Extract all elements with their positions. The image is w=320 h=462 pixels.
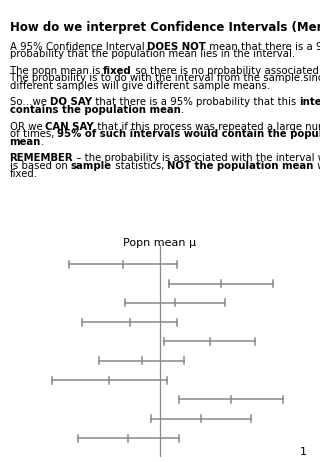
Text: mean that there is a 95 %: mean that there is a 95 % <box>206 42 320 52</box>
Text: interval: interval <box>299 97 320 108</box>
Text: is based on: is based on <box>10 161 71 171</box>
Text: fixed: fixed <box>103 66 132 76</box>
Text: mean: mean <box>10 137 41 147</box>
Text: probability that the population mean lies in the interval.: probability that the population mean lie… <box>10 49 295 60</box>
Text: Popn mean μ: Popn mean μ <box>124 238 196 248</box>
Text: CAN SAY: CAN SAY <box>45 122 94 132</box>
Text: How do we interpret Confidence Intervals (Merit)?: How do we interpret Confidence Intervals… <box>10 21 320 34</box>
Text: The probability is to do with the interval from the sample.since: The probability is to do with the interv… <box>10 73 320 84</box>
Text: contains the population mean: contains the population mean <box>10 105 180 116</box>
Text: So…we: So…we <box>10 97 50 108</box>
Text: REMEMBER: REMEMBER <box>10 153 73 164</box>
Text: 1: 1 <box>300 447 307 457</box>
Text: .: . <box>41 137 44 147</box>
Text: DOES NOT: DOES NOT <box>148 42 206 52</box>
Text: DO SAY: DO SAY <box>50 97 92 108</box>
Text: sample: sample <box>71 161 112 171</box>
Text: that there is a 95% probability that this: that there is a 95% probability that thi… <box>92 97 299 108</box>
Text: which is: which is <box>314 161 320 171</box>
Text: that if this process was repeated a large number: that if this process was repeated a larg… <box>94 122 320 132</box>
Text: fixed.: fixed. <box>10 169 38 179</box>
Text: A 95% Confidence Interval: A 95% Confidence Interval <box>10 42 148 52</box>
Text: – the probability is associated with the interval which: – the probability is associated with the… <box>73 153 320 164</box>
Text: .: . <box>180 105 184 116</box>
Text: different samples will give different sample means.: different samples will give different sa… <box>10 81 270 91</box>
Text: 95% of such intervals would contain the population: 95% of such intervals would contain the … <box>57 129 320 140</box>
Text: of times,: of times, <box>10 129 57 140</box>
Text: so there is no probability associated with it.: so there is no probability associated wi… <box>132 66 320 76</box>
Text: The popn mean is: The popn mean is <box>10 66 103 76</box>
Text: NOT the population mean: NOT the population mean <box>167 161 314 171</box>
Text: statistics,: statistics, <box>112 161 167 171</box>
Text: OR we: OR we <box>10 122 45 132</box>
